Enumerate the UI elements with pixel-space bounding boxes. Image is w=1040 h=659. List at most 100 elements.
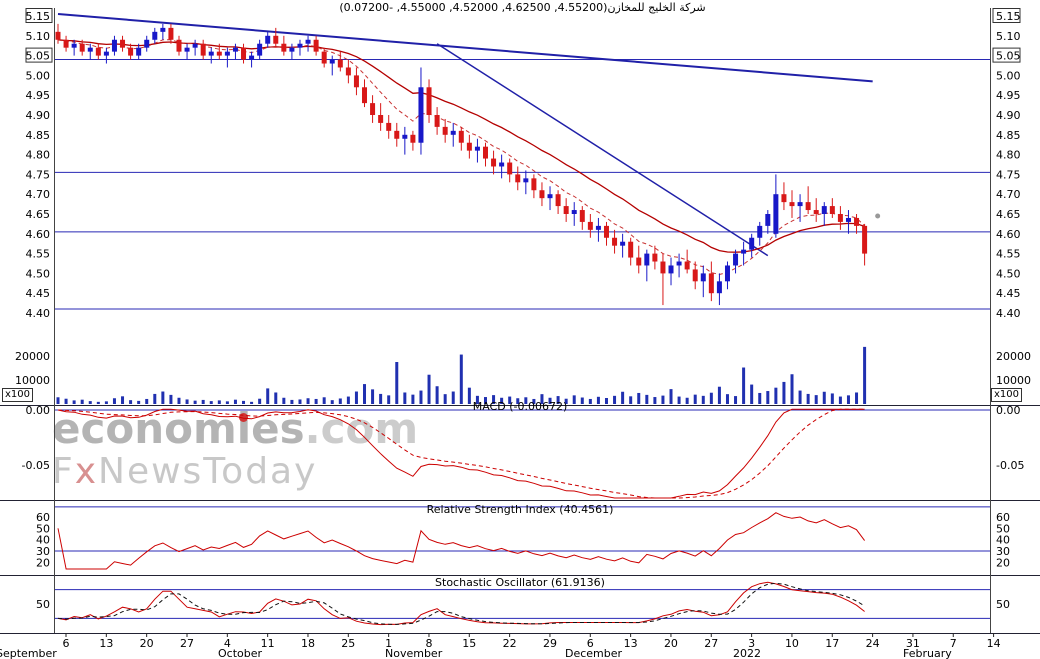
volume-bar <box>669 389 673 404</box>
macd-axis-label-left: 0.00 <box>26 404 51 417</box>
candle-body <box>757 225 763 238</box>
watermark-fxnewstoday: FxNewsToday <box>52 453 418 491</box>
candle-body <box>305 39 311 44</box>
volume-bar <box>104 401 108 404</box>
watermark-rest: NewsToday <box>98 451 318 493</box>
candle-body <box>765 214 771 226</box>
rsi-title: Relative Strength Index (40.4561) <box>426 503 614 516</box>
x-axis-month-label: December <box>565 647 623 659</box>
price-label-box-left <box>25 8 53 23</box>
price-axis-label-right: 4.50 <box>996 267 1021 280</box>
candle-body <box>724 265 730 282</box>
candle-body <box>700 273 706 282</box>
volume-bar <box>266 388 270 404</box>
volume-bar <box>846 395 850 404</box>
stoch-title: Stochastic Oscillator (61.9136) <box>435 576 605 589</box>
x-axis-day-label: 18 <box>301 637 315 650</box>
volume-bar <box>177 397 181 404</box>
candle-body <box>652 253 658 262</box>
volume-bar <box>258 398 262 404</box>
candle-body <box>152 31 158 40</box>
x-axis-day-label: 24 <box>866 637 880 650</box>
price-axis-label-left: 4.60 <box>26 228 51 241</box>
watermark-dotcom: .com <box>304 404 419 453</box>
volume-bar <box>766 391 770 404</box>
x-axis-day-label: 27 <box>180 637 194 650</box>
x-axis-month-label: 2022 <box>733 647 761 659</box>
candle-body <box>482 146 488 159</box>
volume-bar <box>782 381 786 404</box>
volume-bar <box>129 400 133 404</box>
volume-bar <box>169 394 173 404</box>
candle-body <box>216 51 222 56</box>
volume-bar <box>580 397 584 404</box>
rsi-line <box>57 512 866 570</box>
candle-body <box>837 214 843 222</box>
candle-body <box>829 206 835 214</box>
x-axis-day-label: 8 <box>425 637 432 650</box>
price-axis-label-left: 4.90 <box>26 109 51 122</box>
volume-axis-label-left: 10000 <box>15 374 50 387</box>
x-axis-month-label: February <box>903 647 952 659</box>
volume-bar <box>629 396 633 404</box>
candle-body <box>733 253 739 266</box>
volume-bar <box>161 391 165 404</box>
candle-body <box>329 59 335 64</box>
x-axis-day-label: 31 <box>906 637 920 650</box>
candle-body <box>136 47 142 56</box>
candle-body <box>168 27 174 40</box>
price-axis-label-left: 4.95 <box>26 89 51 102</box>
chart-title: شركة الخليج للمخازن(4.55200, 4.62500, 4.… <box>0 1 1040 14</box>
volume-axis-label-right: 10000 <box>996 374 1031 387</box>
candle-body <box>587 221 593 230</box>
rsi-axis-label-left: 60 <box>36 511 50 524</box>
price-axis-label-left: 4.85 <box>26 129 51 142</box>
x-axis-day-label: 4 <box>224 637 231 650</box>
candle-body <box>499 162 505 167</box>
candle-body <box>208 51 214 56</box>
volume-bar <box>233 399 237 404</box>
price-axis-label-left: 4.40 <box>26 307 51 320</box>
price-axis-label-right: 4.95 <box>996 89 1021 102</box>
volume-bar <box>750 384 754 404</box>
candle-body <box>160 27 166 32</box>
candle-body <box>63 39 69 48</box>
price-axis-label-right: 4.70 <box>996 188 1021 201</box>
volume-bar <box>613 395 617 404</box>
candle-body <box>523 178 529 183</box>
volume-bar <box>290 399 294 404</box>
volume-bar <box>338 398 342 404</box>
candle-body <box>579 210 585 222</box>
candle-body <box>749 237 755 250</box>
x-axis-day-label: 6 <box>63 637 70 650</box>
candle-body <box>797 202 803 207</box>
x-axis-month-label: October <box>218 647 262 659</box>
volume-bar <box>863 346 867 404</box>
candle-body <box>370 103 376 115</box>
candle-body <box>55 31 61 40</box>
rsi-axis-label-left: 20 <box>36 556 50 569</box>
x-axis-day-label: 1 <box>385 637 392 650</box>
candle-body <box>378 115 384 123</box>
candle-body <box>241 47 247 60</box>
volume-bar <box>653 397 657 404</box>
rsi-axis-label-right: 60 <box>996 511 1010 524</box>
candle-body <box>555 194 561 207</box>
volume-bar <box>193 400 197 404</box>
x-axis-day-label: 17 <box>825 637 839 650</box>
candle-body <box>684 261 690 270</box>
candle-body <box>547 194 553 199</box>
candle-body <box>402 134 408 139</box>
volume-bar <box>225 401 229 404</box>
volume-bar <box>596 396 600 404</box>
candle-body <box>595 225 601 230</box>
x-axis-day-label: 27 <box>704 637 718 650</box>
volume-bar <box>500 397 504 404</box>
volume-bar <box>274 392 278 404</box>
volume-bar <box>395 362 399 404</box>
volume-bar <box>790 374 794 404</box>
candle-body <box>507 162 513 175</box>
candle-body <box>628 241 634 258</box>
candle-body <box>200 43 206 56</box>
volume-bar <box>774 387 778 404</box>
